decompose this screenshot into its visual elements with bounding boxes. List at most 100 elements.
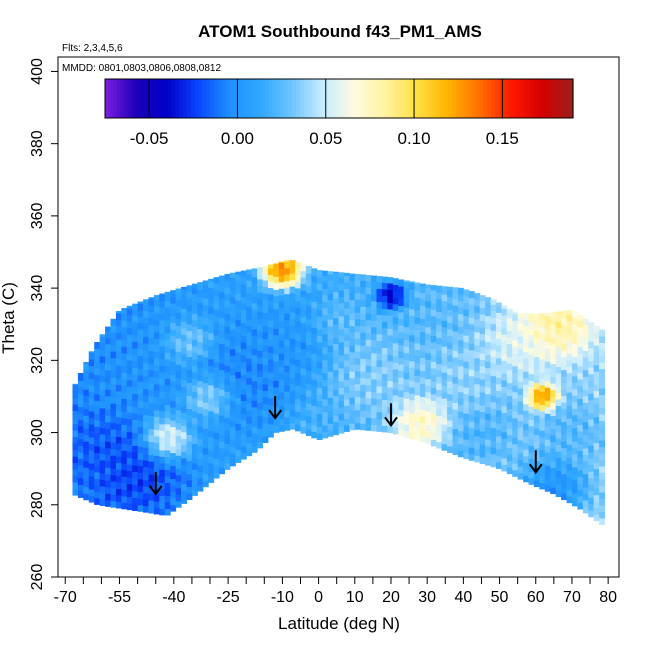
heatmap-cell	[561, 467, 568, 475]
heatmap-cell	[94, 354, 101, 362]
heatmap-cell	[544, 471, 551, 479]
heatmap-cell	[186, 304, 193, 312]
heatmap-cell	[550, 370, 557, 378]
heatmap-cell	[126, 444, 133, 452]
heatmap-cell	[115, 390, 122, 398]
heatmap-cell	[381, 386, 388, 394]
heatmap-cell	[425, 424, 432, 432]
heatmap-cell	[267, 346, 274, 354]
heatmap-cell	[246, 397, 253, 405]
heatmap-cell	[213, 289, 220, 297]
heatmap-cell	[186, 453, 193, 461]
heatmap-cell	[398, 325, 405, 333]
heatmap-cell	[305, 390, 312, 398]
heatmap-cell	[148, 435, 155, 443]
heatmap-cell	[251, 393, 258, 401]
heatmap-cell	[191, 345, 198, 353]
heatmap-cell	[555, 327, 562, 335]
colorbar-tick-label: 0.15	[486, 129, 519, 148]
heatmap-cell	[278, 320, 285, 328]
heatmap-cell	[371, 359, 377, 367]
heatmap-cell	[523, 390, 530, 398]
heatmap-cell	[425, 417, 432, 425]
heatmap-cell	[441, 417, 448, 425]
heatmap-cell	[512, 311, 519, 315]
heatmap-cell	[403, 339, 410, 347]
heatmap-cell	[284, 397, 291, 405]
heatmap-cell	[240, 452, 247, 460]
heatmap-cell	[338, 407, 345, 415]
heatmap-cell	[159, 417, 166, 425]
heatmap-cell	[153, 305, 160, 313]
heatmap-cell	[343, 314, 350, 322]
heatmap-cell	[441, 307, 448, 315]
heatmap-cell	[425, 404, 432, 412]
heatmap-cell	[430, 419, 437, 427]
heatmap-cell	[582, 330, 589, 338]
x-tick-label: 60	[527, 589, 545, 606]
heatmap-cell	[360, 423, 367, 431]
heatmap-cell	[468, 336, 475, 344]
colorbar-swatch	[526, 79, 531, 118]
heatmap-cell	[501, 308, 508, 316]
heatmap-cell	[284, 280, 291, 288]
heatmap-cell	[360, 410, 367, 418]
colorbar-swatch	[417, 79, 422, 118]
heatmap-cell	[371, 398, 377, 406]
heatmap-cell	[110, 364, 117, 372]
heatmap-cell	[316, 342, 323, 350]
heatmap-cell	[599, 459, 606, 467]
heatmap-cell	[186, 466, 193, 474]
heatmap-cell	[159, 300, 166, 308]
heatmap-cell	[599, 407, 606, 415]
heatmap-cell	[110, 455, 117, 463]
heatmap-cell	[110, 403, 117, 411]
heatmap-cell	[186, 382, 193, 390]
heatmap-cell	[224, 404, 231, 412]
heatmap-cell	[164, 300, 171, 308]
colorbar-swatch	[136, 79, 141, 118]
heatmap-cell	[599, 336, 606, 344]
colorbar-swatch	[147, 79, 153, 118]
heatmap-cell	[501, 425, 508, 433]
heatmap-cell	[506, 454, 513, 462]
colorbar-swatch	[128, 79, 133, 118]
heatmap-cell	[343, 275, 350, 283]
heatmap-cell	[398, 370, 405, 378]
colorbar-swatch	[319, 79, 324, 118]
heatmap-cell	[457, 437, 464, 445]
heatmap-cell	[349, 397, 356, 405]
heatmap-cell	[550, 383, 557, 391]
heatmap-cell	[88, 359, 95, 367]
heatmap-cell	[506, 434, 513, 442]
heatmap-cell	[251, 296, 258, 304]
y-axis-label: Theta (C)	[0, 282, 18, 354]
heatmap-cell	[343, 411, 350, 419]
heatmap-cell	[463, 348, 470, 356]
heatmap-cell	[381, 276, 388, 283]
heatmap-cell	[365, 326, 372, 334]
heatmap-cell	[115, 325, 122, 333]
heatmap-cell	[463, 387, 470, 395]
heatmap-cell	[170, 381, 177, 389]
heatmap-cell	[392, 394, 399, 402]
heatmap-cell	[327, 384, 334, 392]
heatmap-cell	[121, 424, 128, 432]
heatmap-cell	[175, 305, 182, 313]
heatmap-cell	[533, 350, 540, 358]
heatmap-cell	[246, 384, 253, 392]
heatmap-cell	[452, 409, 459, 417]
heatmap-cell	[593, 364, 600, 372]
heatmap-cell	[599, 485, 606, 493]
heatmap-cell	[550, 376, 557, 384]
heatmap-cell	[561, 486, 568, 494]
heatmap-cell	[115, 416, 122, 424]
heatmap-cell	[550, 461, 557, 469]
heatmap-cell	[143, 304, 149, 312]
heatmap-cell	[528, 399, 535, 407]
heatmap-cell	[414, 329, 421, 337]
heatmap-cell	[512, 359, 519, 367]
heatmap-cell	[295, 281, 301, 289]
heatmap-cell	[246, 449, 253, 457]
heatmap-cell	[338, 394, 345, 402]
